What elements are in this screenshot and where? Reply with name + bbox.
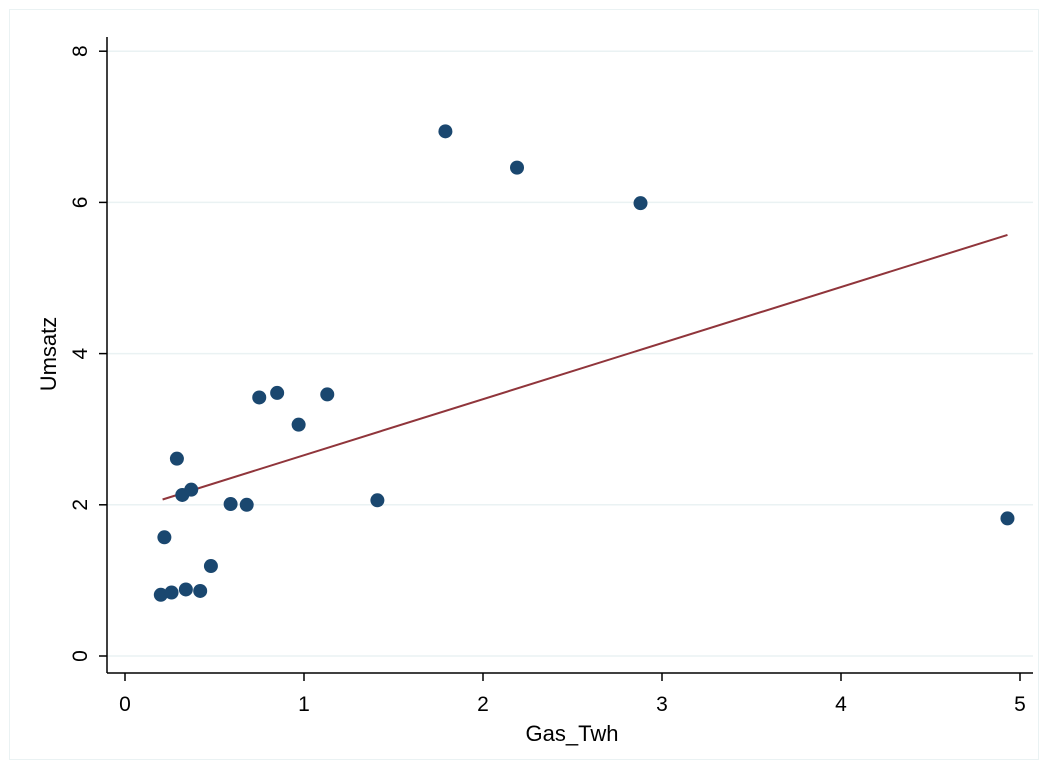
data-point xyxy=(184,482,199,497)
grid-lines xyxy=(107,50,1033,657)
x-tick-label: 1 xyxy=(298,693,310,716)
data-point xyxy=(193,583,208,598)
x-tick-label: 5 xyxy=(1014,693,1026,716)
data-point xyxy=(1000,511,1015,526)
y-tick-label: 6 xyxy=(69,197,92,209)
data-point xyxy=(203,559,218,574)
data-point xyxy=(633,196,648,211)
data-point xyxy=(153,587,168,602)
y-tick-label: 4 xyxy=(69,347,92,359)
x-tick-label: 4 xyxy=(835,693,847,716)
fitted-line xyxy=(162,233,1008,501)
data-point xyxy=(370,493,385,508)
data-point xyxy=(239,497,254,512)
data-point xyxy=(223,497,238,512)
data-point xyxy=(291,417,306,432)
y-tick-label: 0 xyxy=(69,650,92,662)
data-point xyxy=(169,451,184,466)
x-axis-title: Gas_Twh xyxy=(526,721,619,746)
x-tick-label: 3 xyxy=(656,693,668,716)
data-point xyxy=(438,124,453,139)
data-point xyxy=(178,582,193,597)
y-axis-title: Umsatz xyxy=(36,317,61,392)
x-tick-label: 0 xyxy=(119,693,131,716)
data-point xyxy=(252,390,267,405)
x-tick-label: 2 xyxy=(477,693,489,716)
outer-frame xyxy=(9,9,1039,760)
data-point xyxy=(320,387,335,402)
axes xyxy=(106,37,1033,674)
y-tick-label: 2 xyxy=(69,499,92,511)
data-point xyxy=(157,530,172,545)
data-point xyxy=(164,585,179,600)
scatter-points xyxy=(153,124,1015,602)
data-point xyxy=(270,385,285,400)
y-tick-label: 8 xyxy=(69,45,92,57)
data-point xyxy=(510,160,525,175)
axis-ticks: 0 2 4 6 8 0 1 2 3 4 5 xyxy=(69,45,1026,716)
fit-line xyxy=(162,233,1008,501)
